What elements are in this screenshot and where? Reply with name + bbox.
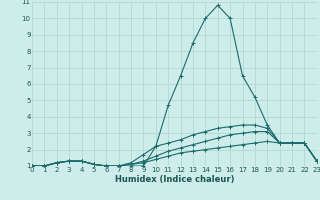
X-axis label: Humidex (Indice chaleur): Humidex (Indice chaleur) [115,175,234,184]
